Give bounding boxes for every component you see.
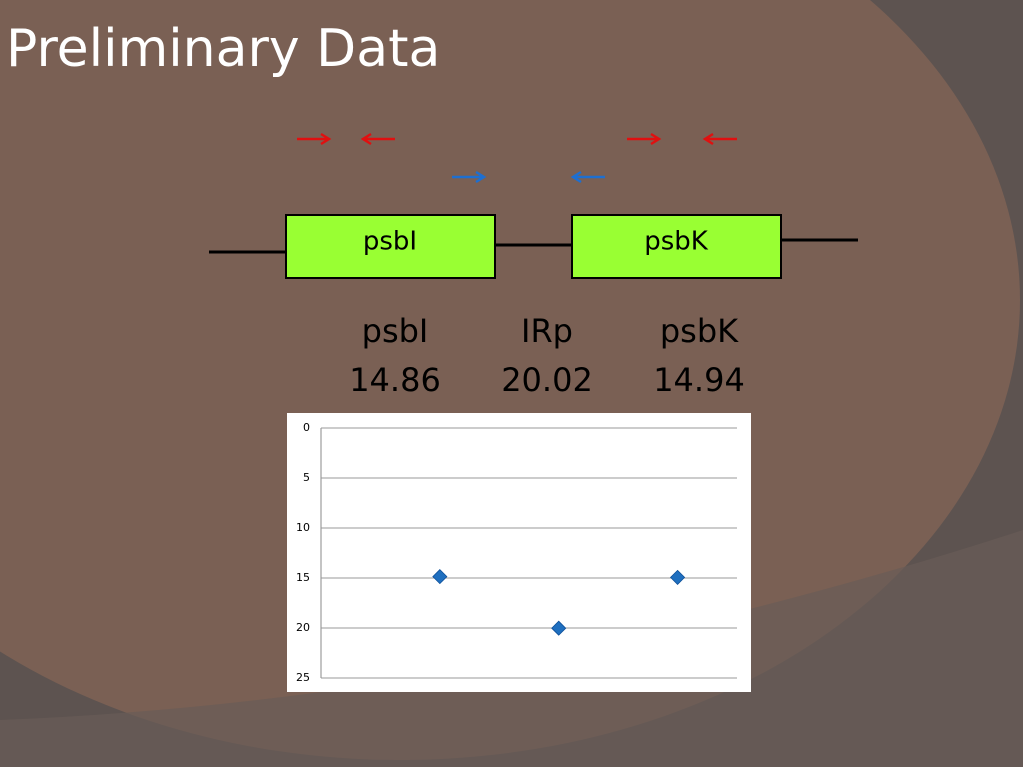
gene-map (209, 214, 858, 279)
y-tick-label: 20 (296, 621, 310, 634)
arrow (360, 132, 395, 146)
column-label: psbK (660, 312, 739, 350)
gene-label: psbK (644, 227, 709, 257)
y-tick-label: 0 (303, 421, 310, 434)
arrow (452, 170, 487, 184)
y-tick-label: 15 (296, 571, 310, 584)
arrow (570, 170, 605, 184)
value-label: 14.86 (349, 361, 441, 399)
slide-title: Preliminary Data (6, 19, 440, 79)
y-tick-label: 25 (296, 671, 310, 684)
column-label: IRp (521, 312, 573, 350)
marker (432, 569, 448, 585)
background-band (0, 530, 1023, 767)
gene-box (571, 214, 782, 279)
y-tick-label: 5 (303, 471, 310, 484)
arrow (702, 132, 737, 146)
gene-box (285, 214, 496, 279)
primers (297, 132, 737, 184)
column-label: psbI (362, 312, 429, 350)
value-label: 20.02 (501, 361, 593, 399)
marker (670, 569, 686, 585)
gene-label: psbI (363, 227, 417, 257)
value-label: 14.94 (653, 361, 745, 399)
chart-area (287, 413, 751, 692)
arrow (297, 132, 332, 146)
y-tick-label: 10 (296, 521, 310, 534)
marker (551, 620, 567, 636)
arrow (627, 132, 662, 146)
